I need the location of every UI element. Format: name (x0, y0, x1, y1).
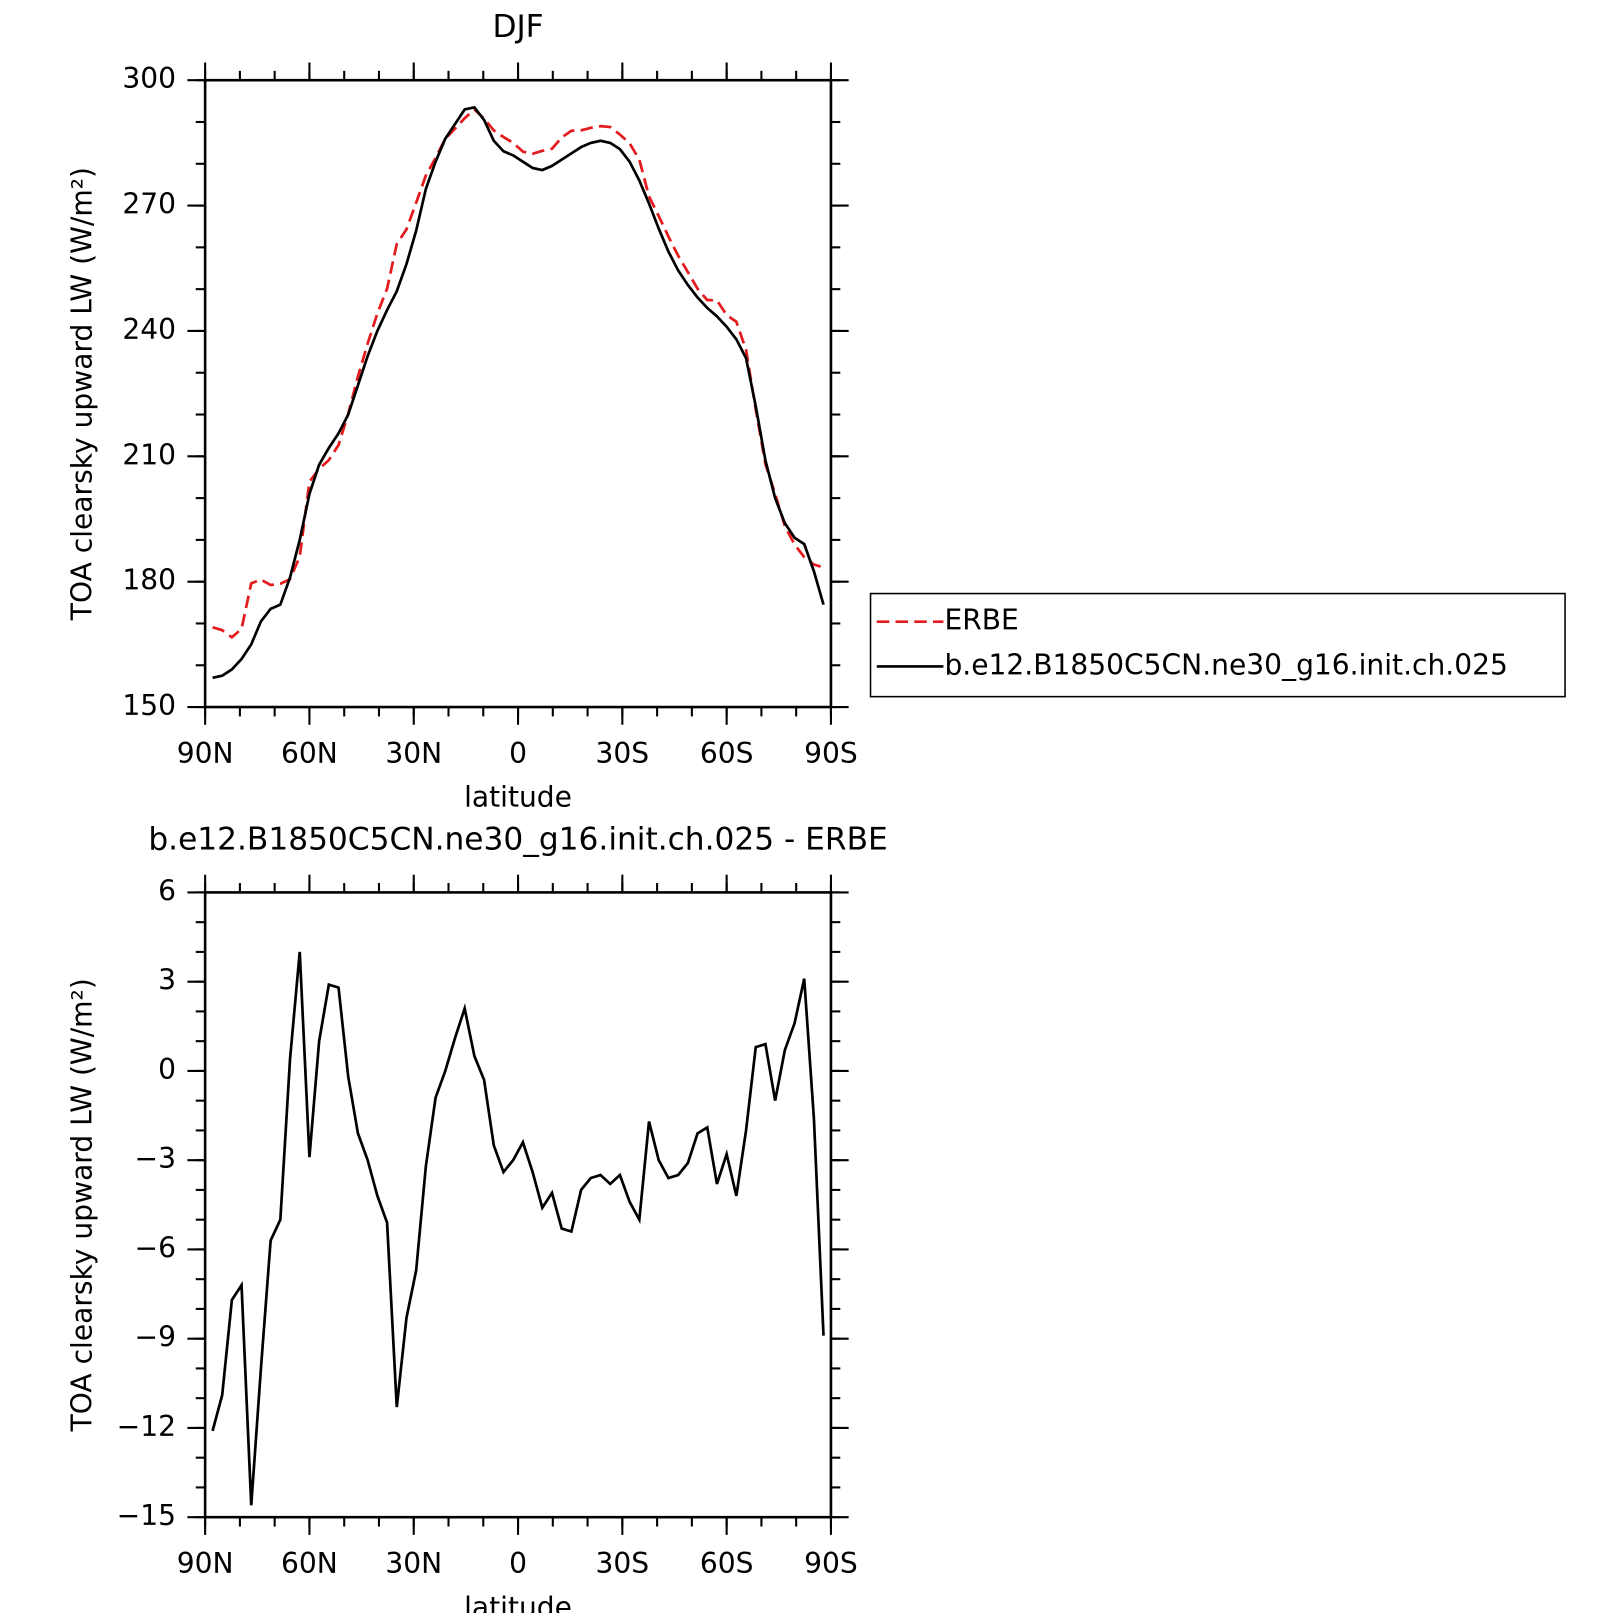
x-axis-label: latitude (464, 1591, 572, 1613)
legend-label: b.e12.B1850C5CN.ne30_g16.init.ch.025 (944, 648, 1507, 681)
data-line (211, 951, 825, 1506)
y-tick-label: 210 (122, 438, 176, 471)
y-tick-label: 150 (122, 689, 176, 722)
y-tick-label: −9 (135, 1321, 176, 1354)
x-tick-label: 90S (804, 737, 858, 770)
legend-label: ERBE (944, 604, 1018, 637)
x-tick-label: 60S (700, 737, 754, 770)
x-tick-label: 0 (509, 737, 527, 770)
y-tick-label: 180 (122, 564, 176, 597)
y-axis-label: TOA clearsky upward LW (W/m²) (65, 978, 98, 1432)
x-tick-label: 60N (281, 1547, 338, 1580)
y-tick-label: 6 (158, 874, 176, 907)
x-tick-label: 30S (596, 737, 650, 770)
x-tick-label: 60N (281, 737, 338, 770)
chart-title: b.e12.B1850C5CN.ne30_g16.init.ch.025 - E… (148, 821, 887, 857)
x-axis-label: latitude (464, 781, 572, 814)
x-tick-label: 0 (509, 1547, 527, 1580)
x-tick-label: 90N (177, 737, 234, 770)
x-tick-label: 90S (804, 1547, 858, 1580)
data-line (212, 105, 825, 680)
y-tick-label: −3 (135, 1142, 176, 1175)
y-tick-label: −15 (117, 1499, 176, 1532)
x-tick-label: 30N (385, 1547, 442, 1580)
data-line (212, 107, 824, 639)
y-axis-label: TOA clearsky upward LW (W/m²) (65, 167, 98, 621)
legend-box (869, 592, 1566, 698)
y-tick-label: 0 (158, 1053, 176, 1086)
x-tick-label: 30S (596, 1547, 650, 1580)
y-tick-label: 240 (122, 313, 176, 346)
y-tick-label: −12 (117, 1410, 176, 1443)
y-tick-label: −6 (135, 1231, 176, 1264)
y-tick-label: 3 (158, 964, 176, 997)
plot-frame (203, 891, 833, 1519)
y-tick-label: 270 (122, 188, 176, 221)
y-tick-label: 300 (122, 62, 176, 95)
plot-frame (203, 78, 833, 709)
chart-title: DJF (492, 9, 543, 45)
x-tick-label: 30N (385, 737, 442, 770)
x-tick-label: 90N (177, 1547, 234, 1580)
x-tick-label: 60S (700, 1547, 754, 1580)
